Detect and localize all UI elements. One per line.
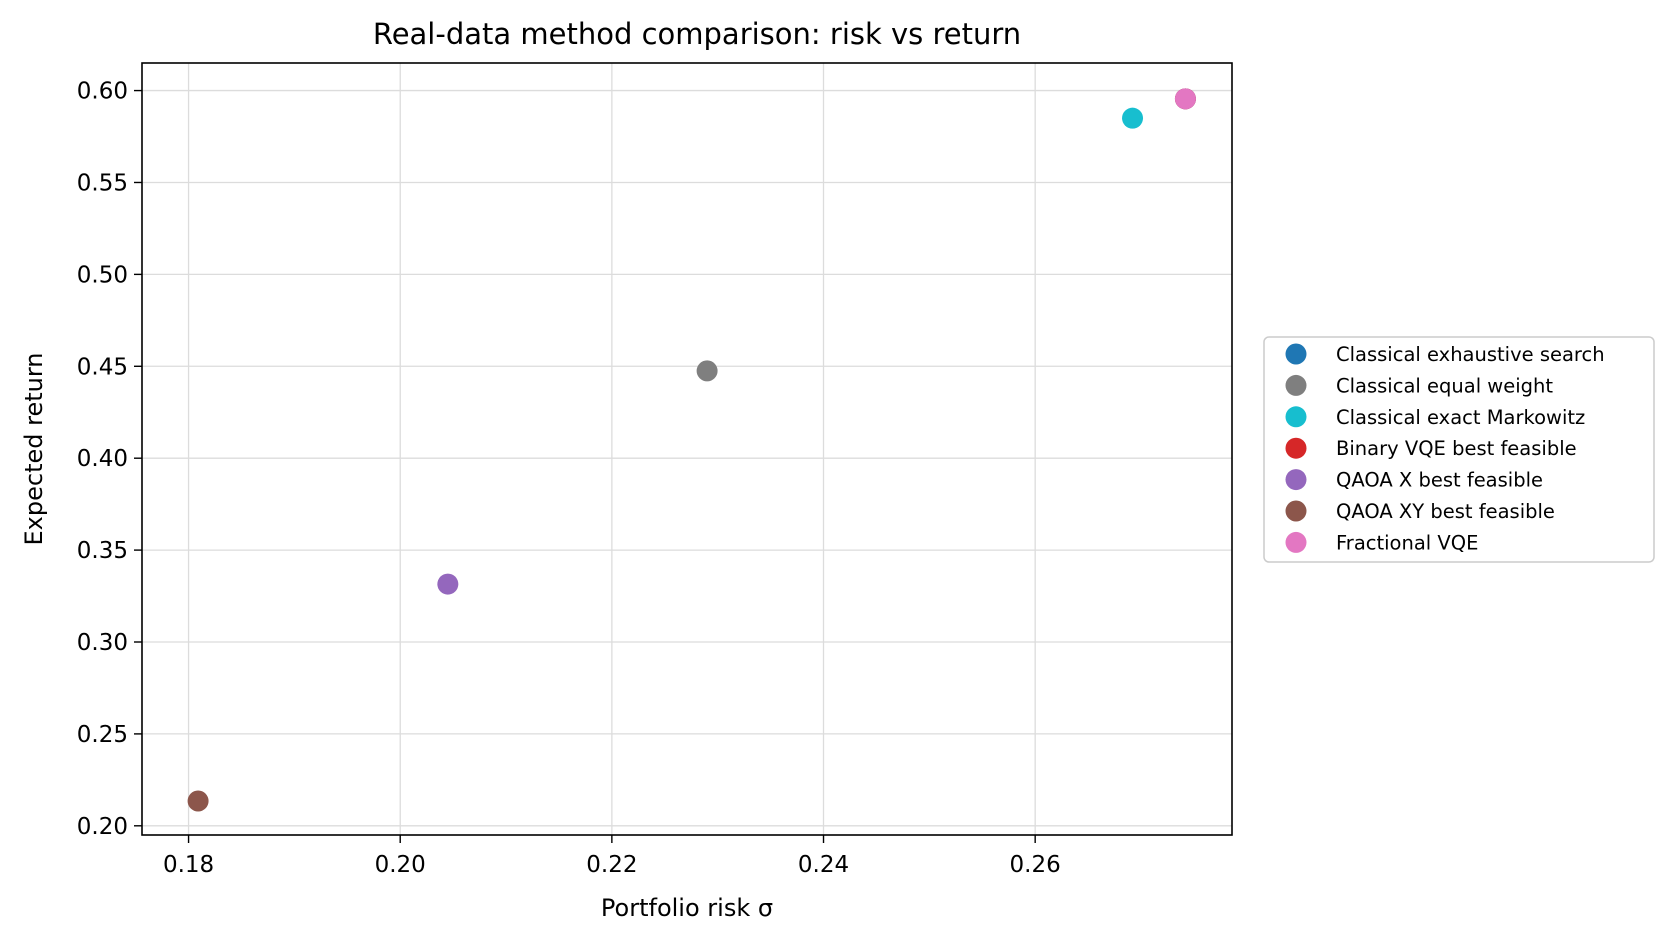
x-tick-label: 0.20 xyxy=(375,852,426,878)
data-point xyxy=(187,790,209,812)
y-tick-label: 0.60 xyxy=(77,79,128,105)
x-tick-label: 0.24 xyxy=(798,852,849,878)
legend-marker xyxy=(1285,500,1307,522)
legend-frame xyxy=(1263,336,1655,563)
legend-label: Classical equal weight xyxy=(1336,374,1553,397)
y-tick-label: 0.45 xyxy=(77,354,128,380)
y-tick-label: 0.25 xyxy=(77,722,128,748)
y-axis-label: Expected return xyxy=(20,353,48,546)
legend-marker xyxy=(1285,374,1307,396)
x-tick-label: 0.26 xyxy=(1010,852,1061,878)
grid-lines xyxy=(142,63,1232,835)
legend-marker xyxy=(1285,343,1307,365)
legend: Classical exhaustive search Classical equ… xyxy=(1263,336,1655,563)
legend-label: Binary VQE best feasible xyxy=(1336,437,1577,460)
legend-marker xyxy=(1285,437,1307,459)
x-axis-ticks: 0.18 0.20 0.22 0.24 0.26 xyxy=(163,835,1061,878)
y-tick-label: 0.35 xyxy=(77,538,128,564)
y-tick-label: 0.55 xyxy=(77,170,128,196)
data-point xyxy=(437,573,459,595)
y-tick-label: 0.20 xyxy=(77,814,128,840)
y-axis-ticks: 0.20 0.25 0.30 0.35 0.40 0.45 0.50 0.55 0.60 xyxy=(77,79,142,840)
x-tick-label: 0.18 xyxy=(163,852,214,878)
legend-label: QAOA XY best feasible xyxy=(1336,500,1555,523)
x-axis-label: Portfolio risk σ xyxy=(601,894,773,922)
y-tick-label: 0.40 xyxy=(77,446,128,472)
legend-label: Fractional VQE xyxy=(1336,531,1478,554)
data-point xyxy=(696,360,718,382)
legend-marker xyxy=(1285,469,1307,491)
legend-label: Classical exhaustive search xyxy=(1336,343,1605,366)
legend-marker xyxy=(1285,406,1307,428)
y-tick-label: 0.30 xyxy=(77,630,128,656)
y-tick-label: 0.50 xyxy=(77,262,128,288)
data-point xyxy=(1122,107,1144,129)
x-tick-label: 0.22 xyxy=(586,852,637,878)
data-points xyxy=(187,88,1196,812)
data-point xyxy=(1174,88,1196,110)
chart-title: Real-data method comparison: risk vs ret… xyxy=(373,17,1021,51)
legend-marker xyxy=(1285,531,1307,553)
plot-frame xyxy=(141,62,1233,836)
legend-label: QAOA X best feasible xyxy=(1336,469,1543,492)
legend-label: Classical exact Markowitz xyxy=(1336,406,1585,429)
